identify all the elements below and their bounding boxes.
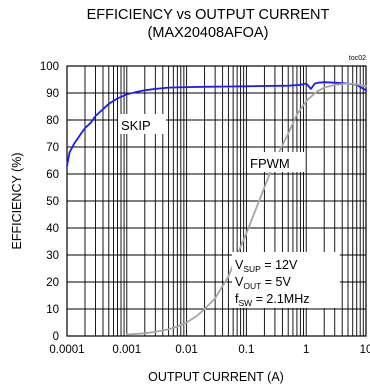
- y-tick-label: 70: [46, 142, 59, 154]
- x-tick-label: 10: [360, 344, 370, 356]
- conditions-box-bg: [232, 252, 340, 308]
- y-tick-label: 30: [46, 250, 59, 262]
- series-line-skip: [66, 81, 367, 167]
- fpwm-label-bg: [247, 152, 305, 172]
- condition-line: VOUT = 5V: [235, 275, 291, 291]
- y-tick-label: 50: [46, 196, 59, 208]
- x-tick-labels: 0.0001 0.001 0.01 0.1 1 10: [49, 344, 370, 356]
- chart-title: EFFICIENCY vs OUTPUT CURRENT: [87, 7, 330, 23]
- x-tick-label: 0.0001: [49, 344, 84, 356]
- y-axis-label: EFFICIENCY (%): [10, 153, 24, 250]
- skip-label-bg: [118, 114, 166, 134]
- y-tick-label: 100: [40, 61, 59, 73]
- y-tick-label: 90: [46, 88, 59, 100]
- x-tick-label: 0.1: [238, 344, 254, 356]
- x-tick-label: 1: [303, 344, 309, 356]
- plot-frame: [66, 65, 367, 337]
- y-tick-labels: 0 10 20 30 40 50 60 70 80 90 100: [40, 61, 59, 343]
- y-tick-label: 60: [46, 169, 59, 181]
- skip-label: SKIP: [121, 118, 151, 133]
- chart-subtitle: (MAX20408AFOA): [148, 25, 269, 41]
- chart-tag: toc02: [349, 55, 366, 62]
- series-group: [66, 81, 367, 336]
- x-tick-label: 0.01: [175, 344, 197, 356]
- x-tick-label: 0.001: [112, 344, 141, 356]
- y-tick-label: 80: [46, 115, 59, 127]
- condition-line: fSW = 2.1MHz: [235, 292, 310, 308]
- y-tick-label: 0: [53, 331, 59, 343]
- y-tick-label: 10: [46, 304, 59, 316]
- condition-line: VSUP = 12V: [235, 258, 298, 274]
- y-tick-label: 40: [46, 223, 59, 235]
- x-axis-label: OUTPUT CURRENT (A): [148, 370, 284, 384]
- fpwm-label: FPWM: [250, 156, 290, 171]
- series-line-fpwm: [125, 82, 367, 336]
- y-tick-label: 20: [46, 277, 59, 289]
